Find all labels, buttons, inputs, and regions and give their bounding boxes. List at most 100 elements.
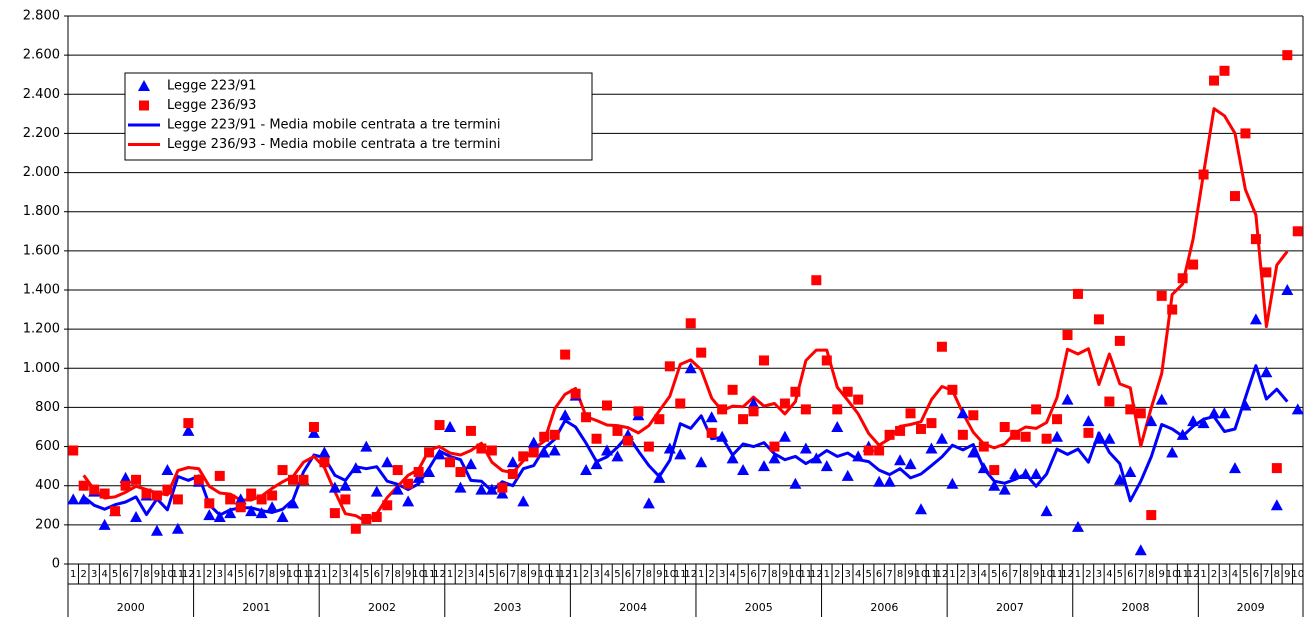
y-tick-label: 800: [35, 400, 60, 415]
triangle-marker: [1040, 505, 1053, 517]
square-marker: [277, 465, 288, 476]
triangle-marker: [182, 424, 195, 436]
square-marker: [874, 445, 885, 456]
x-tick-label: 2: [834, 569, 840, 580]
triangle-marker: [946, 477, 959, 489]
square-marker: [654, 414, 665, 425]
triangle-marker: [161, 464, 174, 476]
x-tick-label: 1: [1075, 569, 1081, 580]
triangle-marker: [1071, 520, 1084, 532]
x-tick-label: 6: [625, 569, 631, 580]
triangle-marker: [67, 493, 80, 505]
x-tick-label: 7: [761, 569, 767, 580]
square-marker: [392, 465, 403, 476]
x-tick-label: 12: [433, 569, 446, 580]
square-marker: [696, 347, 707, 358]
square-marker: [926, 418, 937, 429]
x-tick-label: 8: [1274, 569, 1280, 580]
y-tick-label: 200: [35, 517, 60, 532]
y-tick-label: 0: [52, 557, 60, 572]
x-tick-label: 2: [457, 569, 463, 580]
triangle-marker: [213, 511, 226, 523]
triangle-marker: [1166, 446, 1179, 458]
x-tick-label: 7: [133, 569, 139, 580]
square-marker: [256, 494, 267, 505]
square-marker: [727, 384, 738, 395]
triangle-marker: [1197, 417, 1210, 429]
x-tick-label: 1: [447, 569, 453, 580]
x-tick-label: 4: [227, 569, 233, 580]
square-marker: [591, 433, 602, 444]
x-tick-label: 8: [520, 569, 526, 580]
triangle-marker: [464, 458, 477, 470]
x-tick-label: 10: [412, 569, 425, 580]
x-tick-label: 2: [960, 569, 966, 580]
square-marker: [1146, 510, 1157, 521]
x-tick-label: 6: [1127, 569, 1133, 580]
x-tick-label: 4: [604, 569, 610, 580]
x-tick-label: 8: [143, 569, 149, 580]
triangle-marker: [496, 487, 509, 499]
x-tick-label: 4: [729, 569, 735, 580]
triangle-marker: [1113, 473, 1126, 485]
triangle-marker: [580, 464, 593, 476]
square-marker: [738, 414, 749, 425]
square-marker: [1250, 234, 1261, 245]
triangle-marker: [653, 471, 666, 483]
triangle-marker: [527, 436, 540, 448]
square-marker: [1104, 396, 1115, 407]
triangle-marker: [1061, 393, 1074, 405]
square-marker: [853, 394, 864, 405]
triangle-marker: [1281, 284, 1294, 295]
square-marker: [1041, 433, 1052, 444]
year-label: 2005: [745, 601, 773, 614]
square-marker: [643, 441, 654, 452]
x-tick-label: 6: [122, 569, 128, 580]
triangle-marker: [475, 483, 488, 495]
x-tick-label: 9: [1033, 569, 1039, 580]
triangle-marker: [1228, 462, 1241, 474]
square-marker: [769, 441, 780, 452]
triangle-marker: [1291, 403, 1304, 415]
square-marker: [1020, 431, 1031, 442]
triangle-marker: [914, 503, 927, 515]
y-tick-label: 1.200: [23, 322, 60, 337]
y-tick-label: 400: [35, 478, 60, 493]
x-tick-label: 6: [1002, 569, 1008, 580]
x-tick-label: 7: [258, 569, 264, 580]
triangle-marker: [1270, 499, 1283, 511]
triangle-marker: [747, 397, 760, 409]
triangle-marker: [674, 448, 687, 460]
x-tick-label: 7: [886, 569, 892, 580]
x-tick-label: 1: [572, 569, 578, 580]
x-tick-label: 8: [897, 569, 903, 580]
square-marker: [1125, 404, 1136, 415]
triangle-marker: [998, 483, 1011, 495]
square-marker: [246, 488, 257, 499]
triangle-marker: [695, 456, 708, 468]
square-marker: [99, 488, 110, 499]
x-tick-label: 2: [1211, 569, 1217, 580]
triangle-marker: [956, 407, 969, 419]
square-marker: [1062, 330, 1073, 341]
x-tick-label: 5: [489, 569, 495, 580]
triangle-marker: [799, 442, 812, 454]
square-marker: [78, 480, 89, 491]
square-marker: [382, 500, 393, 511]
x-tick-label: 8: [394, 569, 400, 580]
square-marker: [800, 404, 811, 415]
square-marker: [685, 318, 696, 329]
year-label: 2007: [996, 601, 1024, 614]
triangle-marker: [538, 446, 551, 458]
x-tick-label: 7: [635, 569, 641, 580]
square-marker: [1072, 288, 1083, 299]
triangle-marker: [138, 80, 150, 91]
triangle-marker: [307, 426, 320, 438]
triangle-marker: [1009, 467, 1022, 479]
square-marker: [298, 474, 309, 485]
x-tick-label: 1: [321, 569, 327, 580]
triangle-marker: [234, 493, 247, 505]
square-marker: [1292, 226, 1303, 237]
square-marker: [434, 420, 445, 431]
x-tick-label: 3: [468, 569, 474, 580]
